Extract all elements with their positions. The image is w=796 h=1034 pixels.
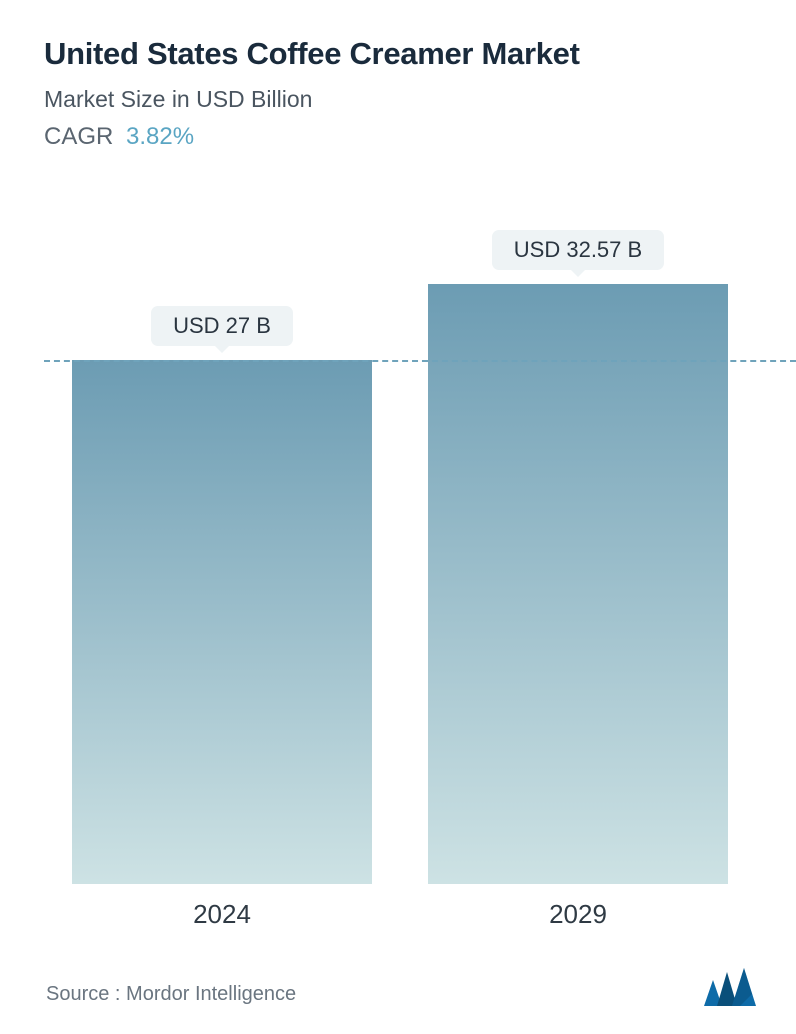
chart-area: USD 27 B USD 32.57 B 2024 2029 <box>44 230 756 924</box>
cagr-value: 3.82% <box>126 123 194 150</box>
cagr-row: CAGR 3.82% <box>44 123 756 151</box>
x-axis-labels: 2024 2029 <box>44 899 756 930</box>
bar-group-2029: USD 32.57 B <box>418 230 738 884</box>
footer: Source : Mordor Intelligence <box>46 968 756 1006</box>
mn-logo-icon <box>704 968 756 1006</box>
value-pill-2029: USD 32.57 B <box>492 230 664 270</box>
x-label-2029: 2029 <box>418 899 738 930</box>
cagr-label: CAGR <box>44 123 113 150</box>
bars-wrap: USD 27 B USD 32.57 B <box>44 230 756 884</box>
chart-subtitle: Market Size in USD Billion <box>44 86 756 113</box>
bar-2029 <box>428 284 728 884</box>
chart-card: United States Coffee Creamer Market Mark… <box>0 0 796 1034</box>
bar-2024 <box>72 360 372 884</box>
x-label-2024: 2024 <box>62 899 382 930</box>
value-pill-2024: USD 27 B <box>151 306 293 346</box>
reference-line <box>44 360 796 362</box>
source-text: Source : Mordor Intelligence <box>46 983 296 1006</box>
bar-group-2024: USD 27 B <box>62 230 382 884</box>
chart-title: United States Coffee Creamer Market <box>44 36 756 72</box>
